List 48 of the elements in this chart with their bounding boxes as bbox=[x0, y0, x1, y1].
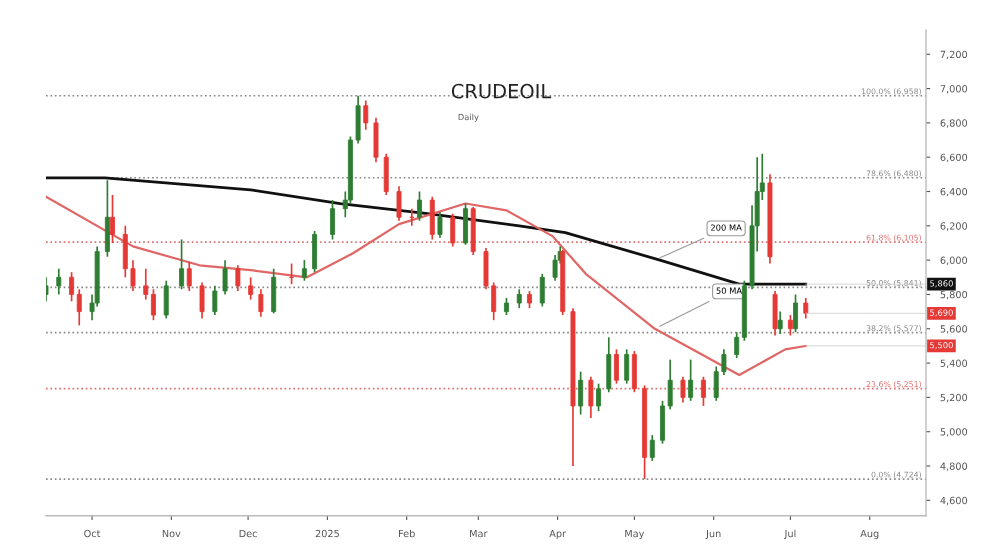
candlestick bbox=[373, 116, 379, 164]
candlestick bbox=[539, 273, 545, 308]
candlestick bbox=[463, 202, 468, 246]
candlestick bbox=[606, 336, 612, 394]
candlestick bbox=[110, 194, 115, 244]
candlestick bbox=[772, 290, 778, 337]
candlestick bbox=[235, 264, 241, 292]
candlestick bbox=[688, 358, 694, 402]
candlestick bbox=[552, 254, 558, 282]
candlestick bbox=[222, 259, 228, 296]
candlestick bbox=[383, 152, 389, 196]
candlestick bbox=[56, 267, 62, 296]
candlestick bbox=[596, 382, 602, 412]
candlestick bbox=[396, 185, 402, 222]
candlestick bbox=[470, 206, 476, 256]
candlestick bbox=[680, 375, 686, 404]
candlestick bbox=[803, 297, 809, 320]
candlestick bbox=[437, 211, 443, 239]
candlestick bbox=[312, 230, 318, 273]
candlestick bbox=[787, 314, 793, 337]
candlestick bbox=[777, 310, 783, 335]
candlestick bbox=[186, 261, 192, 292]
candlestick bbox=[248, 276, 254, 301]
candlestick bbox=[104, 179, 110, 258]
candlestick bbox=[700, 375, 706, 407]
candlestick bbox=[793, 293, 798, 334]
candlestick bbox=[363, 99, 369, 131]
candlestick bbox=[150, 288, 156, 322]
candlestick bbox=[179, 238, 185, 291]
candlestick bbox=[578, 370, 584, 416]
candlestick bbox=[624, 348, 630, 385]
candlestick bbox=[631, 350, 637, 394]
candlestick bbox=[199, 281, 205, 320]
candlestick bbox=[258, 288, 264, 318]
candlestick bbox=[301, 259, 307, 282]
candlestick bbox=[417, 190, 422, 222]
candlestick bbox=[614, 348, 619, 385]
candlestick bbox=[516, 288, 522, 310]
candlestick bbox=[163, 279, 169, 320]
candlestick bbox=[122, 224, 128, 279]
candlestick bbox=[588, 375, 594, 419]
candlestick bbox=[330, 199, 335, 241]
candlestick bbox=[649, 434, 655, 462]
candlestick bbox=[271, 267, 277, 315]
text: CRUDEOIL bbox=[451, 83, 552, 99]
candlestick bbox=[429, 195, 435, 241]
candlestick bbox=[450, 212, 456, 248]
candlestick bbox=[212, 285, 218, 316]
